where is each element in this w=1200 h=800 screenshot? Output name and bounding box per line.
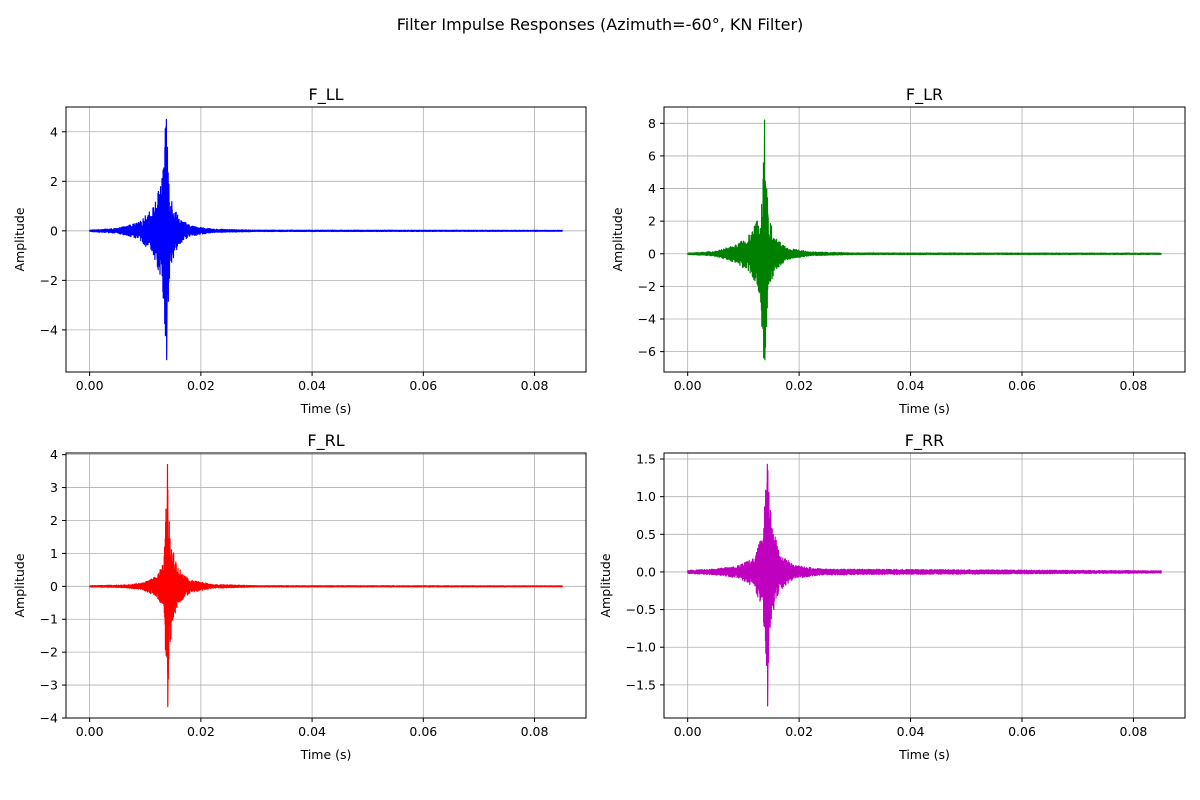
y-axis-label: Amplitude xyxy=(12,207,27,271)
subplot-title: F_RL xyxy=(307,431,344,451)
y-tick-label: 0 xyxy=(50,223,58,238)
subplot-f-lr: 0.00 0.02 0.04 0.06 0.08 −6 −4 −2 0 2 4 6 8 F_LR Time … xyxy=(610,85,1186,416)
x-tick-label: 0.06 xyxy=(409,378,437,393)
y-tick-label: 1.5 xyxy=(636,452,656,467)
y-tick-label: −4 xyxy=(638,312,656,327)
y-tick-label: −4 xyxy=(40,711,58,726)
x-tick-label: 0.02 xyxy=(187,724,215,739)
y-tick-label: −2 xyxy=(40,645,58,660)
y-tick-label: 2 xyxy=(648,214,656,229)
x-tick-label: 0.00 xyxy=(76,378,104,393)
y-tick-label: −2 xyxy=(638,279,656,294)
y-axis-label: Amplitude xyxy=(610,207,625,271)
x-tick-label: 0.00 xyxy=(76,724,104,739)
x-tick-label: 0.00 xyxy=(674,378,702,393)
y-tick-label: 0 xyxy=(50,579,58,594)
axes-frame xyxy=(663,452,1186,719)
y-tick-label: 0.0 xyxy=(636,564,656,579)
y-tick-label: 0 xyxy=(648,246,656,261)
y-tick-label: 1 xyxy=(50,546,58,561)
y-tick-label: 3 xyxy=(50,480,58,495)
subplot-title: F_RR xyxy=(905,431,944,451)
x-tick-label: 0.04 xyxy=(298,378,326,393)
y-tick-label: −0.5 xyxy=(626,602,656,617)
subplot-f-rl: 0.00 0.02 0.04 0.06 0.08 −4 −3 −2 −1 0 1 2 3 4 F_RL Tim… xyxy=(12,431,587,762)
x-tick-label: 0.04 xyxy=(897,378,925,393)
y-tick-label: −4 xyxy=(40,322,58,337)
axes-frame xyxy=(65,452,587,719)
x-tick-label: 0.08 xyxy=(1120,724,1148,739)
x-tick-label: 0.02 xyxy=(187,378,215,393)
y-tick-label: 2 xyxy=(50,513,58,528)
series-line xyxy=(89,118,563,361)
y-tick-label: 6 xyxy=(648,148,656,163)
y-tick-label: −1.5 xyxy=(626,677,656,692)
x-tick-label: 0.02 xyxy=(785,378,813,393)
y-axis-label: Amplitude xyxy=(12,553,27,617)
y-axis-label: Amplitude xyxy=(598,553,613,617)
y-tick-label: −3 xyxy=(40,678,58,693)
x-tick-label: 0.08 xyxy=(521,724,549,739)
series-line xyxy=(89,463,563,708)
y-tick-label: −1 xyxy=(40,612,58,627)
x-axis-label: Time (s) xyxy=(300,401,352,416)
figure-title: Filter Impulse Responses (Azimuth=-60°, … xyxy=(397,15,804,34)
subplot-title: F_LR xyxy=(906,85,943,105)
subplot-f-rr: 0.00 0.02 0.04 0.06 0.08 −1.5 −1.0 −0.5 0.0 0.5 1.… xyxy=(598,431,1186,762)
x-tick-label: 0.00 xyxy=(674,724,702,739)
y-tick-label: −2 xyxy=(40,273,58,288)
x-tick-label: 0.04 xyxy=(897,724,925,739)
subplot-title: F_LL xyxy=(308,85,343,105)
y-tick-label: −6 xyxy=(638,344,656,359)
y-tick-label: 8 xyxy=(648,116,656,131)
series-line xyxy=(687,463,1162,707)
x-tick-label: 0.08 xyxy=(1120,378,1148,393)
x-axis-label: Time (s) xyxy=(300,747,352,762)
x-tick-label: 0.06 xyxy=(1008,724,1036,739)
y-tick-label: 4 xyxy=(50,124,58,139)
x-axis-label: Time (s) xyxy=(898,401,950,416)
x-axis-label: Time (s) xyxy=(898,747,950,762)
y-tick-label: 1.0 xyxy=(636,489,656,504)
x-tick-label: 0.08 xyxy=(521,378,549,393)
x-tick-label: 0.06 xyxy=(1008,378,1036,393)
axes-frame xyxy=(65,106,587,373)
axes-frame xyxy=(663,106,1186,373)
subplot-f-ll: 0.00 0.02 0.04 0.06 0.08 −4 −2 0 2 4 F_LL Time (s) A… xyxy=(12,85,587,416)
y-tick-label: −1.0 xyxy=(626,640,656,655)
y-tick-label: 0.5 xyxy=(636,527,656,542)
x-tick-label: 0.04 xyxy=(298,724,326,739)
series-line xyxy=(687,119,1162,361)
x-tick-label: 0.02 xyxy=(785,724,813,739)
x-tick-label: 0.06 xyxy=(409,724,437,739)
y-tick-label: 4 xyxy=(50,447,58,462)
y-tick-label: 4 xyxy=(648,181,656,196)
y-tick-label: 2 xyxy=(50,174,58,189)
